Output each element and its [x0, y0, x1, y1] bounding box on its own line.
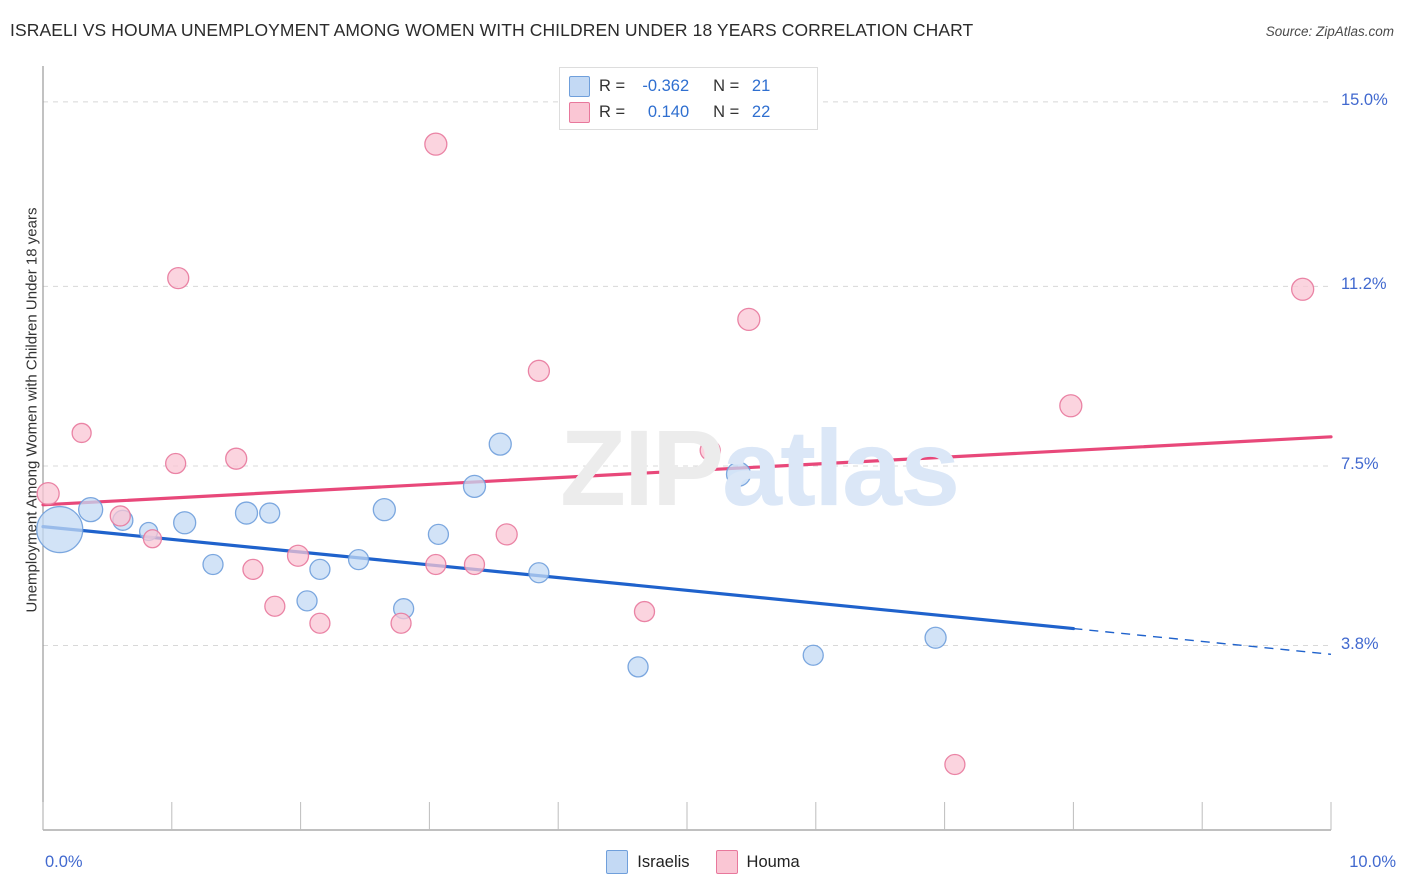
n-label-houma: N = — [713, 102, 740, 121]
scatter-point[interactable] — [296, 590, 318, 612]
scatter-point[interactable] — [242, 558, 264, 580]
scatter-point[interactable] — [309, 558, 331, 580]
scatter-point[interactable] — [165, 452, 187, 475]
scatter-point[interactable] — [234, 501, 259, 525]
r-value-israelis: -0.362 — [642, 76, 690, 95]
scatter-point[interactable] — [347, 548, 370, 571]
scatter-point[interactable] — [259, 502, 281, 524]
scatter-point[interactable] — [225, 447, 248, 470]
trendline-solid — [41, 435, 1333, 507]
scatter-point[interactable] — [725, 461, 752, 487]
scatter-point[interactable] — [173, 511, 197, 535]
y-tick-label: 11.2% — [1341, 275, 1387, 294]
scatter-point[interactable] — [495, 523, 518, 546]
legend-swatch-israelis — [569, 75, 590, 97]
source-note: Source: ZipAtlas.com — [1265, 24, 1394, 39]
x-tick-label-min: 0.0% — [45, 853, 83, 871]
scatter-point[interactable] — [488, 432, 512, 456]
scatter-point[interactable] — [528, 562, 550, 584]
correlation-legend: R = -0.362 N = 21 R = 0.140 N = 22 — [559, 67, 818, 130]
scatter-point[interactable] — [924, 626, 947, 649]
plot-area — [36, 66, 1333, 831]
r-label-israelis: R = — [599, 76, 626, 95]
scatter-point[interactable] — [36, 481, 60, 506]
series-label-israelis: Israelis — [637, 852, 690, 871]
scatter-point[interactable] — [309, 612, 331, 634]
scatter-point[interactable] — [372, 497, 396, 522]
scatter-point[interactable] — [71, 422, 92, 444]
scatter-point[interactable] — [78, 496, 104, 523]
scatter-point[interactable] — [633, 600, 656, 623]
scatter-point[interactable] — [36, 505, 84, 554]
y-tick-label: 7.5% — [1341, 454, 1379, 473]
scatter-point[interactable] — [527, 359, 551, 382]
y-tick-label: 15.0% — [1341, 90, 1388, 109]
series-swatch-israelis — [606, 850, 629, 874]
correlation-row-israelis: R = -0.362 N = 21 — [569, 73, 808, 99]
correlation-row-houma: R = 0.140 N = 22 — [569, 99, 808, 125]
series-legend-item-houma[interactable]: Houma — [715, 850, 800, 874]
scatter-point[interactable] — [944, 753, 966, 776]
scatter-point[interactable] — [286, 544, 310, 567]
scatter-point[interactable] — [424, 132, 448, 156]
y-tick-label: 3.8% — [1341, 634, 1379, 653]
scatter-point[interactable] — [167, 266, 190, 290]
scatter-point[interactable] — [427, 523, 450, 546]
x-tick-label-max: 10.0% — [1349, 853, 1396, 871]
series-legend: Israelis Houma — [0, 850, 1406, 874]
trendline-solid — [41, 525, 1076, 631]
series-legend-item-israelis[interactable]: Israelis — [606, 850, 690, 874]
page-title: ISRAELI VS HOUMA UNEMPLOYMENT AMONG WOME… — [10, 20, 974, 40]
r-value-houma: 0.140 — [647, 102, 690, 121]
n-value-israelis: 21 — [751, 76, 771, 95]
n-label-israelis: N = — [713, 76, 740, 95]
y-axis-title-container: Unemployment Among Women with Children U… — [22, 0, 41, 820]
r-label-houma: R = — [599, 102, 626, 121]
legend-swatch-houma — [569, 101, 590, 123]
scatter-point[interactable] — [202, 553, 224, 576]
scatter-point[interactable] — [463, 553, 486, 576]
scatter-point[interactable] — [802, 644, 824, 666]
scatter-canvas — [36, 66, 1333, 831]
scatter-point[interactable] — [462, 474, 487, 498]
scatter-point[interactable] — [737, 307, 761, 332]
scatter-point[interactable] — [390, 612, 412, 634]
trendline-dashed — [1073, 627, 1332, 655]
scatter-point[interactable] — [699, 439, 721, 462]
scatter-point[interactable] — [142, 529, 163, 549]
series-label-houma: Houma — [746, 852, 800, 871]
scatter-point[interactable] — [1291, 277, 1315, 301]
scatter-point[interactable] — [109, 505, 131, 527]
y-axis-title: Unemployment Among Women with Children U… — [23, 207, 41, 613]
n-value-houma: 22 — [751, 102, 771, 121]
scatter-point[interactable] — [1059, 394, 1083, 418]
scatter-point[interactable] — [264, 595, 286, 617]
series-swatch-houma — [715, 850, 738, 874]
scatter-point[interactable] — [627, 656, 649, 678]
scatter-point[interactable] — [425, 553, 447, 576]
